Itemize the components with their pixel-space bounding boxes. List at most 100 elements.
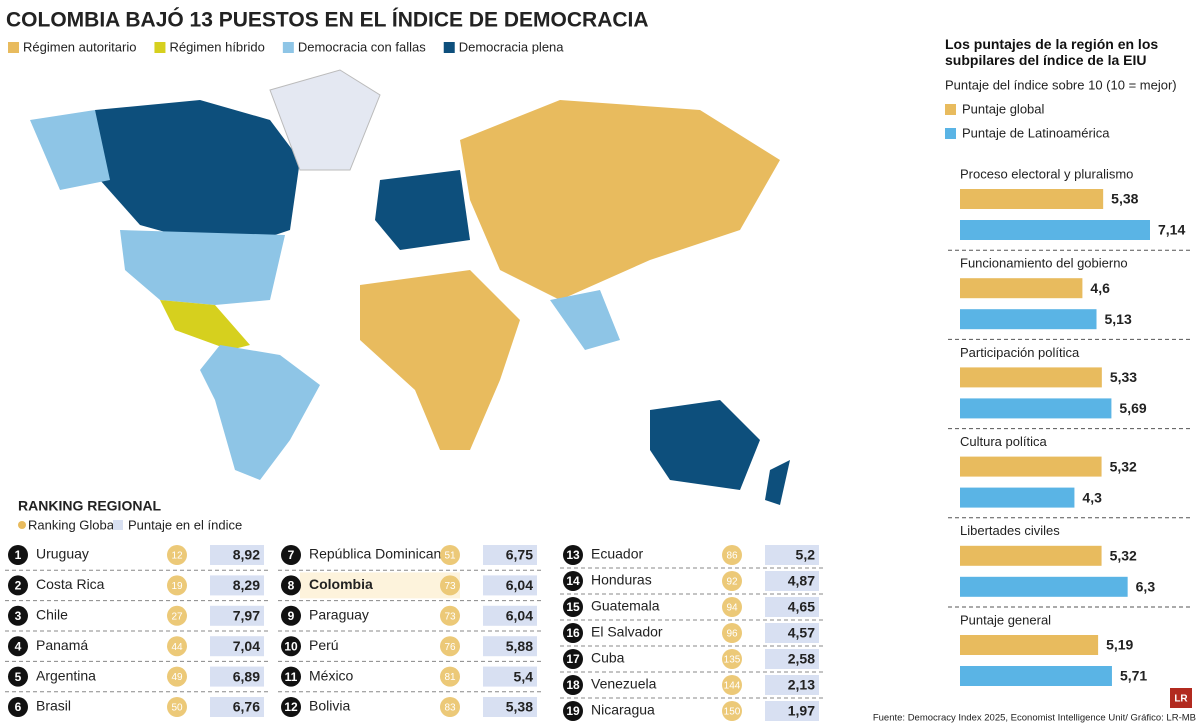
value-label: 7,14 [1158,222,1185,238]
value-label: 5,71 [1120,668,1147,684]
bar [960,576,1128,597]
score: 8,92 [233,547,260,563]
logo-box [1170,688,1192,708]
global-rank: 135 [724,655,741,666]
rank: 17 [566,652,580,666]
rank: 15 [566,600,580,614]
global-rank-badge [167,666,187,687]
rank: 18 [566,678,580,692]
global-rank: 51 [444,551,456,562]
source: Fuente: Democracy Index 2025, Economist … [873,713,1196,724]
map-region [550,290,620,350]
country: Venezuela [591,676,657,692]
rank: 1 [15,548,22,562]
global-rank-badge [722,571,742,591]
value-label: 5,32 [1110,458,1137,474]
map-region [765,460,790,505]
global-rank-badge [167,545,187,565]
rank-badge [8,636,28,657]
country: Argentina [36,667,96,683]
global-rank-badge [722,649,742,669]
bar [960,487,1075,508]
country: Costa Rica [36,576,105,592]
global-rank: 73 [444,581,456,592]
map-region [95,100,300,250]
category-label: Libertades civiles [960,523,1060,538]
legend-swatch [282,42,294,53]
value-label: 4,6 [1090,280,1110,296]
country: Chile [36,607,68,623]
value-label: 5,32 [1110,548,1137,564]
value-label: 4,3 [1082,489,1102,505]
score: 5,38 [506,699,533,715]
map-region [120,230,285,305]
global-rank: 92 [726,577,738,588]
rank: 10 [284,639,298,653]
rank-badge [563,701,583,721]
country: México [309,667,354,683]
map-legend-label: Régimen autoritario [23,39,136,54]
score: 4,65 [788,599,815,615]
rank-badge [8,575,28,596]
rank-badge [8,697,28,717]
rank: 11 [285,670,298,684]
country: Perú [309,637,339,653]
global-rank-badge [440,697,460,717]
rank-badge [281,697,301,717]
score: 8,29 [233,577,260,593]
bar [960,278,1083,299]
value-label: 5,13 [1105,311,1132,327]
global-rank: 83 [444,703,456,714]
global-rank-badge [167,605,187,626]
rank: 13 [566,548,580,562]
category-label: Puntaje general [960,612,1051,627]
value-label: 5,69 [1119,400,1146,416]
rank: 3 [15,609,22,623]
rank-badge [563,649,583,669]
global-rank: 73 [444,611,456,622]
score-box [483,575,537,596]
score: 6,04 [506,608,533,624]
global-rank-badge [722,675,742,695]
legend-label: Puntaje de Latinoamérica [962,125,1110,140]
score-box [765,571,819,591]
country: El Salvador [591,624,663,640]
global-rank-badge [722,701,742,721]
map-region [360,270,520,450]
score: 4,57 [788,625,815,641]
global-rank: 144 [724,681,741,692]
score: 6,76 [233,699,260,715]
rank: 12 [284,700,298,714]
bar [960,367,1102,388]
map-region [460,100,780,300]
ranking-title: RANKING REGIONAL [18,498,162,514]
map-legend-label: Democracia con fallas [298,39,426,54]
rank: 4 [15,639,22,653]
global-rank-badge [167,697,187,717]
global-rank-badge [440,545,460,565]
rank-badge [281,636,301,657]
score: 2,58 [788,651,815,667]
rank-badge [563,571,583,591]
country: Bolivia [309,698,350,714]
score: 4,87 [788,573,815,589]
rank-badge [563,623,583,643]
bar [960,456,1102,477]
country: Colombia [309,576,373,592]
country: República Dominicana [309,546,449,562]
global-rank-badge [440,575,460,596]
score-box [483,697,537,717]
global-rank: 150 [724,707,741,718]
ranking-legend: Ranking Global [28,517,117,532]
map-legend-label: Democracia plena [459,39,565,54]
rank-badge [563,597,583,617]
rank: 8 [288,579,295,593]
legend-swatch [443,42,455,53]
global-rank-badge [722,623,742,643]
global-rank: 96 [726,629,738,640]
value-label: 5,38 [1111,191,1138,207]
score-box [765,597,819,617]
global-rank: 19 [171,581,183,592]
global-rank: 86 [726,551,738,562]
rank-badge [8,666,28,687]
